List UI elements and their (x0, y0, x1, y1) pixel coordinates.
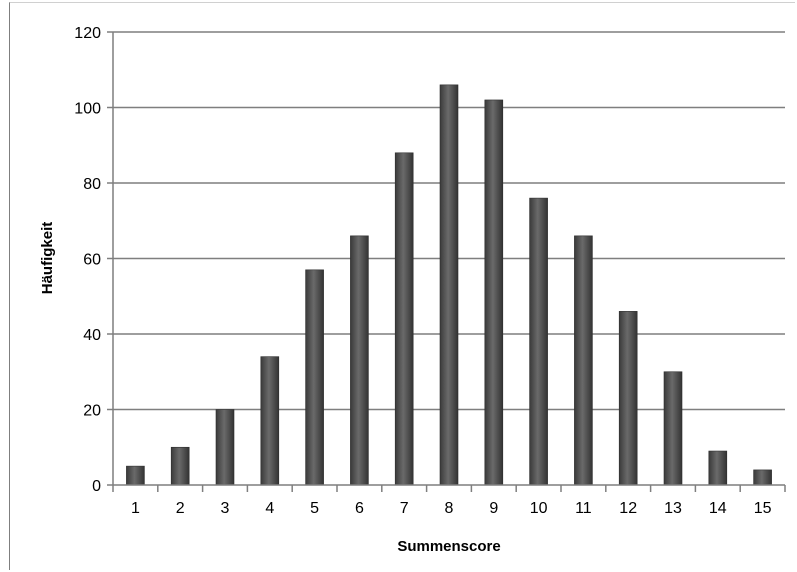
x-tick-label: 10 (530, 500, 548, 517)
bar (394, 152, 414, 486)
bar (170, 446, 190, 486)
x-tick-label: 3 (221, 500, 230, 517)
x-tick-label: 2 (176, 500, 185, 517)
x-tick-label: 14 (709, 500, 727, 517)
y-tick-label: 80 (83, 176, 101, 193)
bar (215, 409, 235, 486)
x-tick-label: 11 (575, 500, 592, 517)
bar (126, 465, 145, 486)
x-tick-label: 9 (489, 500, 498, 517)
y-tick-label: 20 (83, 403, 101, 420)
x-tick-label: 4 (265, 500, 274, 517)
y-tick-label: 40 (83, 327, 101, 344)
x-tick-label: 12 (619, 500, 637, 517)
y-tick-labels: 0 20 40 60 80 100 120 (74, 25, 101, 495)
x-tick-label: 1 (131, 500, 140, 517)
bar (260, 356, 280, 486)
x-tick-label: 13 (664, 500, 682, 517)
x-tick-label: 8 (445, 500, 454, 517)
y-axis-title: Häufigkeit (39, 222, 56, 295)
x-tick-label: 15 (754, 500, 772, 517)
y-tick-label: 100 (74, 101, 101, 118)
bar (305, 269, 324, 486)
y-tick-label: 120 (74, 25, 101, 42)
x-tick-label: 7 (400, 500, 409, 517)
bar (350, 235, 369, 486)
chart-frame (9, 2, 795, 570)
bar (618, 311, 638, 486)
y-tick-label: 0 (92, 478, 101, 495)
bar (439, 84, 459, 486)
bars (126, 84, 772, 486)
bar (574, 235, 593, 486)
x-tick-label: 5 (310, 500, 319, 517)
bar (663, 371, 683, 486)
bar (529, 197, 548, 486)
x-tick-labels: 1 2 3 4 5 6 7 8 9 10 11 12 13 14 15 (131, 500, 772, 517)
bar (484, 99, 504, 486)
y-tick-label: 60 (83, 252, 101, 269)
x-axis-title: Summenscore (397, 538, 500, 555)
bar (708, 450, 728, 486)
x-tick-label: 6 (355, 500, 364, 517)
axes (112, 32, 786, 492)
bar (753, 469, 772, 486)
